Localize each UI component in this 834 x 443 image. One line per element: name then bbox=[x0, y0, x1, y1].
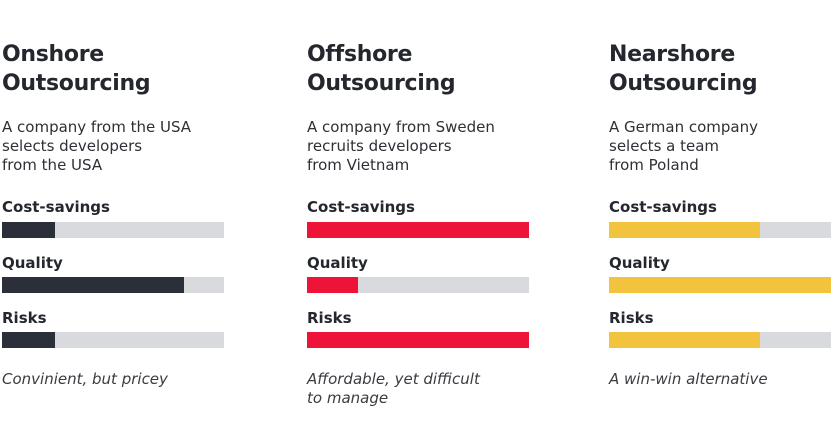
metric-fill bbox=[609, 222, 760, 238]
column-note: Convinient, but pricey bbox=[2, 370, 168, 388]
metric-label-cost-savings: Cost-savings bbox=[307, 198, 415, 216]
column-title: Offshore Outsourcing bbox=[307, 42, 456, 96]
metric-label-risks: Risks bbox=[307, 309, 352, 327]
column-description: A company from Sweden recruits developer… bbox=[307, 118, 495, 174]
column-title: Nearshore Outsourcing bbox=[609, 42, 758, 96]
metric-bar-quality bbox=[609, 277, 831, 293]
metric-label-quality: Quality bbox=[2, 254, 63, 272]
metric-label-risks: Risks bbox=[2, 309, 47, 327]
metric-fill bbox=[609, 332, 760, 348]
metric-bar-cost-savings bbox=[307, 222, 529, 238]
column-note: A win-win alternative bbox=[609, 370, 768, 388]
column-description: A German company selects a team from Pol… bbox=[609, 118, 758, 174]
metric-fill bbox=[307, 222, 529, 238]
column-description: A company from the USA selects developer… bbox=[2, 118, 192, 174]
metric-label-quality: Quality bbox=[307, 254, 368, 272]
metric-fill bbox=[2, 277, 185, 293]
metric-fill bbox=[2, 332, 56, 348]
metric-label-risks: Risks bbox=[609, 309, 654, 327]
metric-bar-cost-savings bbox=[609, 222, 831, 238]
metric-label-quality: Quality bbox=[609, 254, 670, 272]
metric-label-cost-savings: Cost-savings bbox=[2, 198, 110, 216]
metric-bar-quality bbox=[307, 277, 529, 293]
metric-fill bbox=[307, 332, 529, 348]
metric-fill bbox=[2, 222, 56, 238]
column-title: Onshore Outsourcing bbox=[2, 42, 151, 96]
metric-fill bbox=[307, 277, 359, 293]
metric-bar-quality bbox=[2, 277, 224, 293]
column-note: Affordable, yet difficult to manage bbox=[307, 370, 480, 407]
metric-fill bbox=[609, 277, 831, 293]
metric-bar-risks bbox=[609, 332, 831, 348]
metric-bar-cost-savings bbox=[2, 222, 224, 238]
metric-bar-risks bbox=[307, 332, 529, 348]
metric-label-cost-savings: Cost-savings bbox=[609, 198, 717, 216]
metric-bar-risks bbox=[2, 332, 224, 348]
